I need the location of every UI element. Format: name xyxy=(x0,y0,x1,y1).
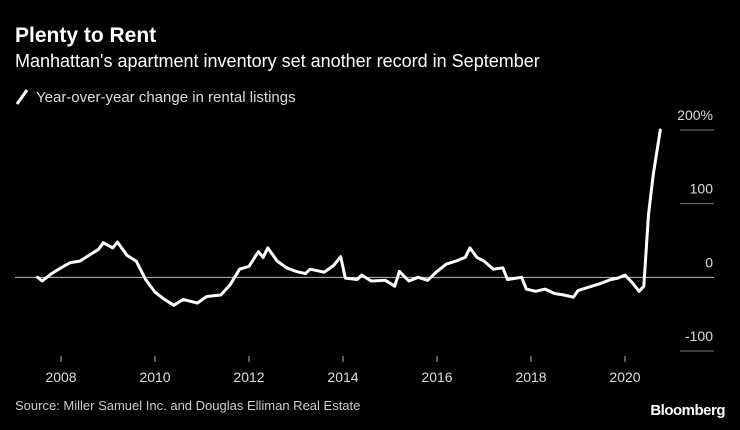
chart-title: Plenty to Rent xyxy=(15,24,156,47)
y-tick-label: 100 xyxy=(690,181,714,197)
x-tick-label: 2018 xyxy=(515,369,546,385)
series-line xyxy=(36,128,662,307)
x-tick-label: 2016 xyxy=(421,369,452,385)
x-tick-label: 2010 xyxy=(139,369,170,385)
legend-swatch xyxy=(15,89,29,105)
x-tick-label: 2008 xyxy=(45,369,76,385)
source: Source: Miller Samuel Inc. and Douglas E… xyxy=(15,398,360,413)
x-tick-label: 2014 xyxy=(327,369,358,385)
y-tick-label: 0 xyxy=(705,254,713,270)
chart-subtitle: Manhattan's apartment inventory set anot… xyxy=(15,51,540,71)
y-tick-label: 200% xyxy=(677,107,713,123)
x-tick-label: 2012 xyxy=(233,369,264,385)
brand-logo: Bloomberg xyxy=(650,402,725,419)
y-tick-label: -100 xyxy=(685,328,713,344)
x-tick-label: 2020 xyxy=(609,369,640,385)
legend-label: Year-over-year change in rental listings xyxy=(36,89,296,106)
